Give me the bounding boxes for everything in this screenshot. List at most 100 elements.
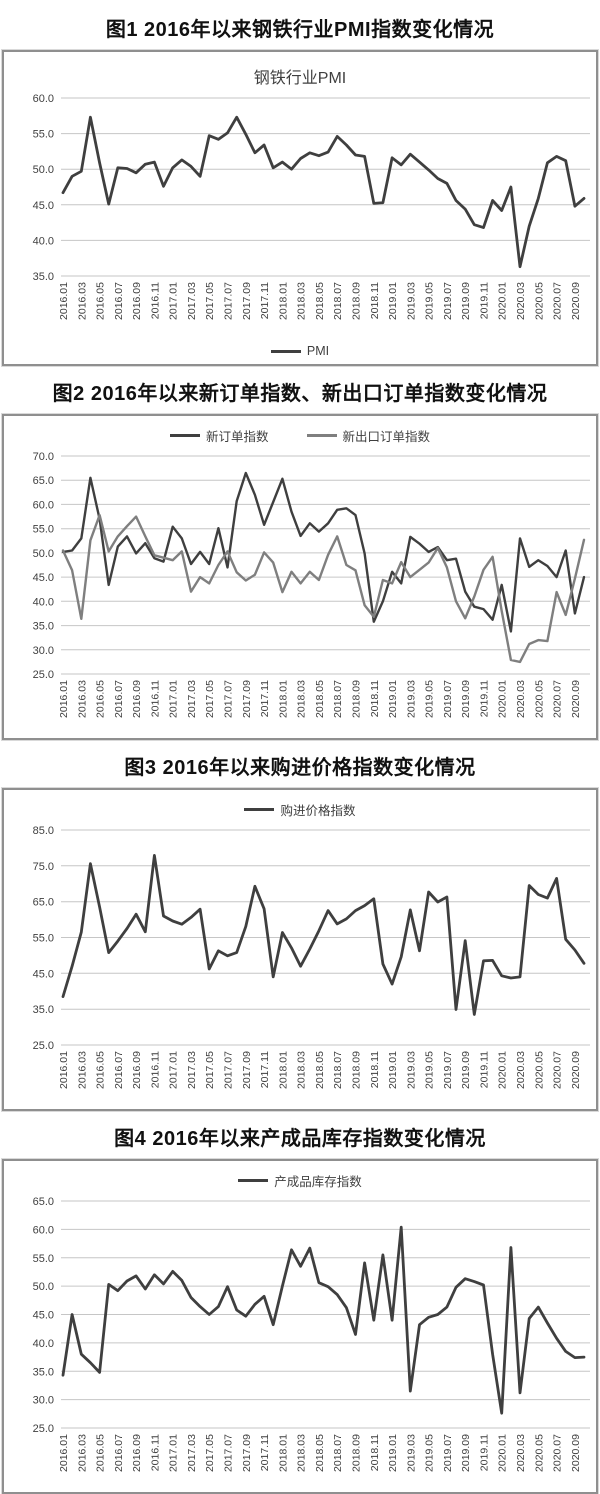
y-axis-tick-label: 25.0 bbox=[33, 1040, 54, 1052]
x-axis-tick-label: 2016.03 bbox=[76, 1434, 88, 1472]
x-axis-tick-label: 2017.09 bbox=[241, 680, 253, 718]
x-axis-tick-label: 2018.01 bbox=[277, 1434, 289, 1472]
x-axis-tick-label: 2017.05 bbox=[204, 680, 216, 718]
x-axis-tick-label: 2018.05 bbox=[314, 1434, 326, 1472]
y-axis-tick-label: 45.0 bbox=[33, 200, 54, 212]
x-axis-tick-label: 2016.07 bbox=[113, 1051, 125, 1089]
x-axis-tick-label: 2016.05 bbox=[95, 1051, 107, 1089]
x-axis-tick-label: 2020.05 bbox=[533, 282, 545, 320]
y-axis-tick-label: 40.0 bbox=[33, 1338, 54, 1350]
x-axis-tick-label: 2019.05 bbox=[424, 680, 436, 718]
y-axis-tick-label: 25.0 bbox=[33, 1423, 54, 1435]
legend-item: 新出口订单指数 bbox=[306, 426, 430, 445]
x-axis-tick-label: 2017.05 bbox=[204, 1051, 216, 1089]
x-axis-tick-label: 2019.05 bbox=[424, 1434, 436, 1472]
x-axis-tick-label: 2017.05 bbox=[204, 1434, 216, 1472]
x-axis-tick-label: 2018.07 bbox=[332, 1051, 344, 1089]
figure-2-legend: 新订单指数 新出口订单指数 bbox=[4, 426, 596, 445]
legend-label: 新订单指数 bbox=[205, 430, 269, 444]
y-axis-tick-label: 55.0 bbox=[33, 933, 54, 945]
figure-1-line-chart: 60.0 55.0 50.0 45.0 40.0 35.0 2016.01 2016.03 20… bbox=[33, 93, 590, 320]
figure-4-legend: 产成品库存指数 bbox=[4, 1171, 596, 1190]
y-axis-tick-label: 35.0 bbox=[33, 271, 54, 283]
x-axis-tick-label: 2019.05 bbox=[424, 282, 436, 320]
x-axis-tick-label: 2017.07 bbox=[223, 680, 235, 718]
x-axis-tick-label: 2016.01 bbox=[58, 1051, 70, 1089]
x-axis-tick-label: 2018.07 bbox=[332, 680, 344, 718]
x-axis-tick-label: 2019.09 bbox=[460, 1051, 472, 1089]
x-axis-tick-label: 2017.07 bbox=[223, 1051, 235, 1089]
y-axis-tick-label: 75.0 bbox=[33, 861, 54, 873]
legend-item: PMI bbox=[270, 344, 330, 358]
x-axis-tick-label: 2020.09 bbox=[570, 1051, 582, 1089]
figure-1-chart-box: 钢铁行业PMI 60.0 55.0 50.0 45.0 40.0 35.0 2016.01 2… bbox=[1, 49, 599, 367]
x-axis-tick-label: 2018.11 bbox=[369, 680, 381, 717]
figure-4-title: 图4 2016年以来产成品库存指数变化情况 bbox=[114, 1128, 486, 1150]
x-axis-tick-label: 2017.01 bbox=[168, 282, 180, 320]
figure-1-section: 图1 2016年以来钢铁行业PMI指数变化情况 钢铁行业PMI 60.0 55.0… bbox=[0, 13, 600, 367]
figure-2-title: 图2 2016年以来新订单指数、新出口订单指数变化情况 bbox=[52, 383, 548, 405]
x-axis-tick-label: 2019.03 bbox=[405, 1434, 417, 1472]
x-axis-tick-label: 2020.09 bbox=[570, 1434, 582, 1472]
y-axis-tick-label: 35.0 bbox=[33, 621, 54, 633]
x-axis-tick-label: 2018.03 bbox=[296, 282, 308, 320]
figure-2-chart-box: 新订单指数 新出口订单指数 70.0 65.0 60.0 55.0 50.0 45.0 40.… bbox=[1, 413, 599, 741]
x-axis-tick-label: 2016.11 bbox=[149, 1434, 161, 1471]
x-axis-tick-label: 2016.11 bbox=[149, 1051, 161, 1088]
x-axis-tick-label: 2016.01 bbox=[58, 282, 70, 320]
x-axis-tick-label: 2016.03 bbox=[76, 680, 88, 718]
figure-2-section: 图2 2016年以来新订单指数、新出口订单指数变化情况 新订单指数 新出口订单指数… bbox=[0, 377, 600, 741]
x-axis-tick-label: 2020.03 bbox=[515, 1051, 527, 1089]
x-axis-tick-label: 2020.07 bbox=[552, 680, 564, 718]
x-axis-tick-label: 2020.03 bbox=[515, 282, 527, 320]
x-axis-tick-label: 2016.09 bbox=[131, 282, 143, 320]
x-axis-tick-label: 2019.09 bbox=[460, 680, 472, 718]
y-axis-tick-label: 65.0 bbox=[33, 1196, 54, 1208]
x-axis-tick-label: 2020.09 bbox=[570, 282, 582, 320]
x-axis-tick-label: 2016.07 bbox=[113, 680, 125, 718]
x-axis-tick-label: 2016.09 bbox=[131, 1434, 143, 1472]
x-axis-tick-label: 2017.01 bbox=[168, 680, 180, 718]
x-axis-tick-label: 2016.03 bbox=[76, 282, 88, 320]
x-axis-tick-label: 2016.01 bbox=[58, 1434, 70, 1472]
y-axis-tick-label: 55.0 bbox=[33, 1253, 54, 1265]
x-axis-tick-label: 2017.07 bbox=[223, 282, 235, 320]
x-axis-tick-label: 2016.11 bbox=[149, 282, 161, 319]
x-axis-tick-label: 2016.11 bbox=[149, 680, 161, 717]
x-axis-tick-label: 2018.03 bbox=[296, 1434, 308, 1472]
x-axis-tick-label: 2020.07 bbox=[552, 1434, 564, 1472]
x-axis-tick-label: 2019.01 bbox=[387, 1051, 399, 1089]
x-axis-tick-label: 2019.11 bbox=[479, 282, 491, 319]
legend-label: PMI bbox=[306, 344, 330, 358]
x-axis-tick-label: 2017.01 bbox=[168, 1051, 180, 1089]
x-axis-tick-label: 2020.09 bbox=[570, 680, 582, 718]
x-axis-tick-label: 2016.09 bbox=[131, 1051, 143, 1089]
x-axis-tick-label: 2019.03 bbox=[405, 1051, 417, 1089]
x-axis-tick-label: 2019.01 bbox=[387, 1434, 399, 1472]
figure-1-title: 图1 2016年以来钢铁行业PMI指数变化情况 bbox=[105, 19, 495, 41]
x-axis-tick-label: 2019.01 bbox=[387, 282, 399, 320]
x-axis-tick-label: 2017.03 bbox=[186, 680, 198, 718]
figure-4-section: 图4 2016年以来产成品库存指数变化情况 产成品库存指数 65.0 60.0 55… bbox=[0, 1122, 600, 1494]
x-axis-tick-label: 2020.01 bbox=[497, 1434, 509, 1472]
series-line bbox=[61, 854, 586, 1016]
legend-item: 产成品库存指数 bbox=[238, 1171, 362, 1190]
x-axis-tick-label: 2019.07 bbox=[442, 1434, 454, 1472]
y-axis-tick-label: 35.0 bbox=[33, 1004, 54, 1016]
x-axis-tick-label: 2018.09 bbox=[351, 1434, 363, 1472]
x-axis-tick-label: 2019.01 bbox=[387, 680, 399, 718]
x-axis-tick-label: 2020.05 bbox=[533, 1051, 545, 1089]
x-axis-tick-label: 2017.05 bbox=[204, 282, 216, 320]
x-axis-tick-label: 2020.03 bbox=[515, 680, 527, 718]
x-axis-tick-label: 2017.03 bbox=[186, 1051, 198, 1089]
x-axis-tick-label: 2019.09 bbox=[460, 1434, 472, 1472]
x-axis-tick-label: 2017.01 bbox=[168, 1434, 180, 1472]
y-axis-tick-label: 30.0 bbox=[33, 1395, 54, 1407]
x-axis-tick-label: 2017.07 bbox=[223, 1434, 235, 1472]
figure-4-chart-box: 产成品库存指数 65.0 60.0 55.0 50.0 45.0 40.0 35.0 30.0… bbox=[1, 1158, 599, 1494]
x-axis-tick-label: 2016.07 bbox=[113, 1434, 125, 1472]
x-axis-tick-label: 2018.05 bbox=[314, 680, 326, 718]
x-axis-tick-label: 2018.03 bbox=[296, 680, 308, 718]
series-line bbox=[61, 1225, 586, 1415]
